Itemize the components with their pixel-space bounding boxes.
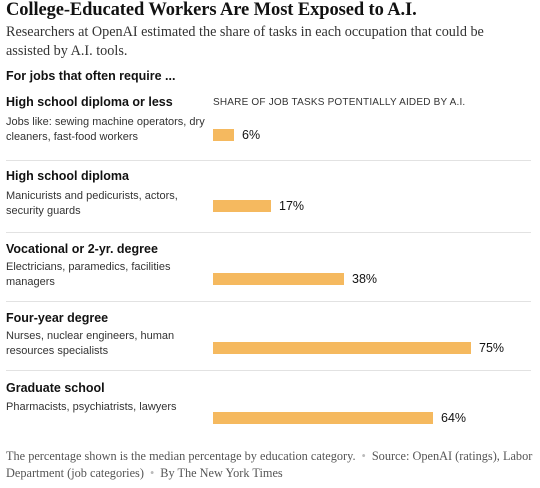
row-divider [6, 232, 531, 233]
category-label: High school diploma or less [6, 95, 173, 109]
row-divider [6, 370, 531, 371]
bar-value-label: 38% [352, 272, 378, 286]
footer-note: The percentage shown is the median perce… [6, 449, 356, 463]
x-axis-label: SHARE OF JOB TASKS POTENTIALLY AIDED BY … [213, 97, 466, 108]
bar [213, 412, 433, 424]
chart-footer: The percentage shown is the median perce… [6, 448, 536, 482]
category-description: Nurses, nuclear engineers, human resourc… [6, 330, 175, 357]
footer-credit: By The New York Times [160, 466, 283, 480]
category-label: Four-year degree [6, 311, 109, 325]
row-divider [6, 160, 531, 161]
chart-subtitle: Researchers at OpenAI estimated the shar… [6, 24, 484, 59]
category-description: Electricians, paramedics, facilities man… [6, 261, 171, 288]
bar-value-label: 6% [242, 128, 261, 142]
bar-value-label: 75% [479, 341, 505, 355]
chart-title: College-Educated Workers Are Most Expose… [6, 0, 417, 20]
footer-source: Source: OpenAI (ratings), Labor Departme… [6, 449, 533, 480]
bar-value-label: 17% [279, 199, 305, 213]
category-label: Vocational or 2-yr. degree [6, 242, 158, 256]
bar [213, 273, 344, 285]
separator-dot: • [149, 466, 155, 480]
bar [213, 129, 234, 141]
category-label: High school diploma [6, 169, 129, 183]
category-description: Jobs like: sewing machine operators, dry… [6, 116, 205, 143]
bar [213, 342, 471, 354]
bar-value-label: 64% [441, 411, 467, 425]
category-description: Pharmacists, psychiatrists, lawyers [6, 401, 177, 413]
group-label: For jobs that often require ... [6, 69, 176, 83]
category-description: Manicurists and pedicurists, actors, sec… [6, 190, 178, 217]
separator-dot: • [361, 449, 366, 463]
row-divider [6, 301, 531, 302]
bar [213, 200, 271, 212]
category-label: Graduate school [6, 381, 105, 395]
